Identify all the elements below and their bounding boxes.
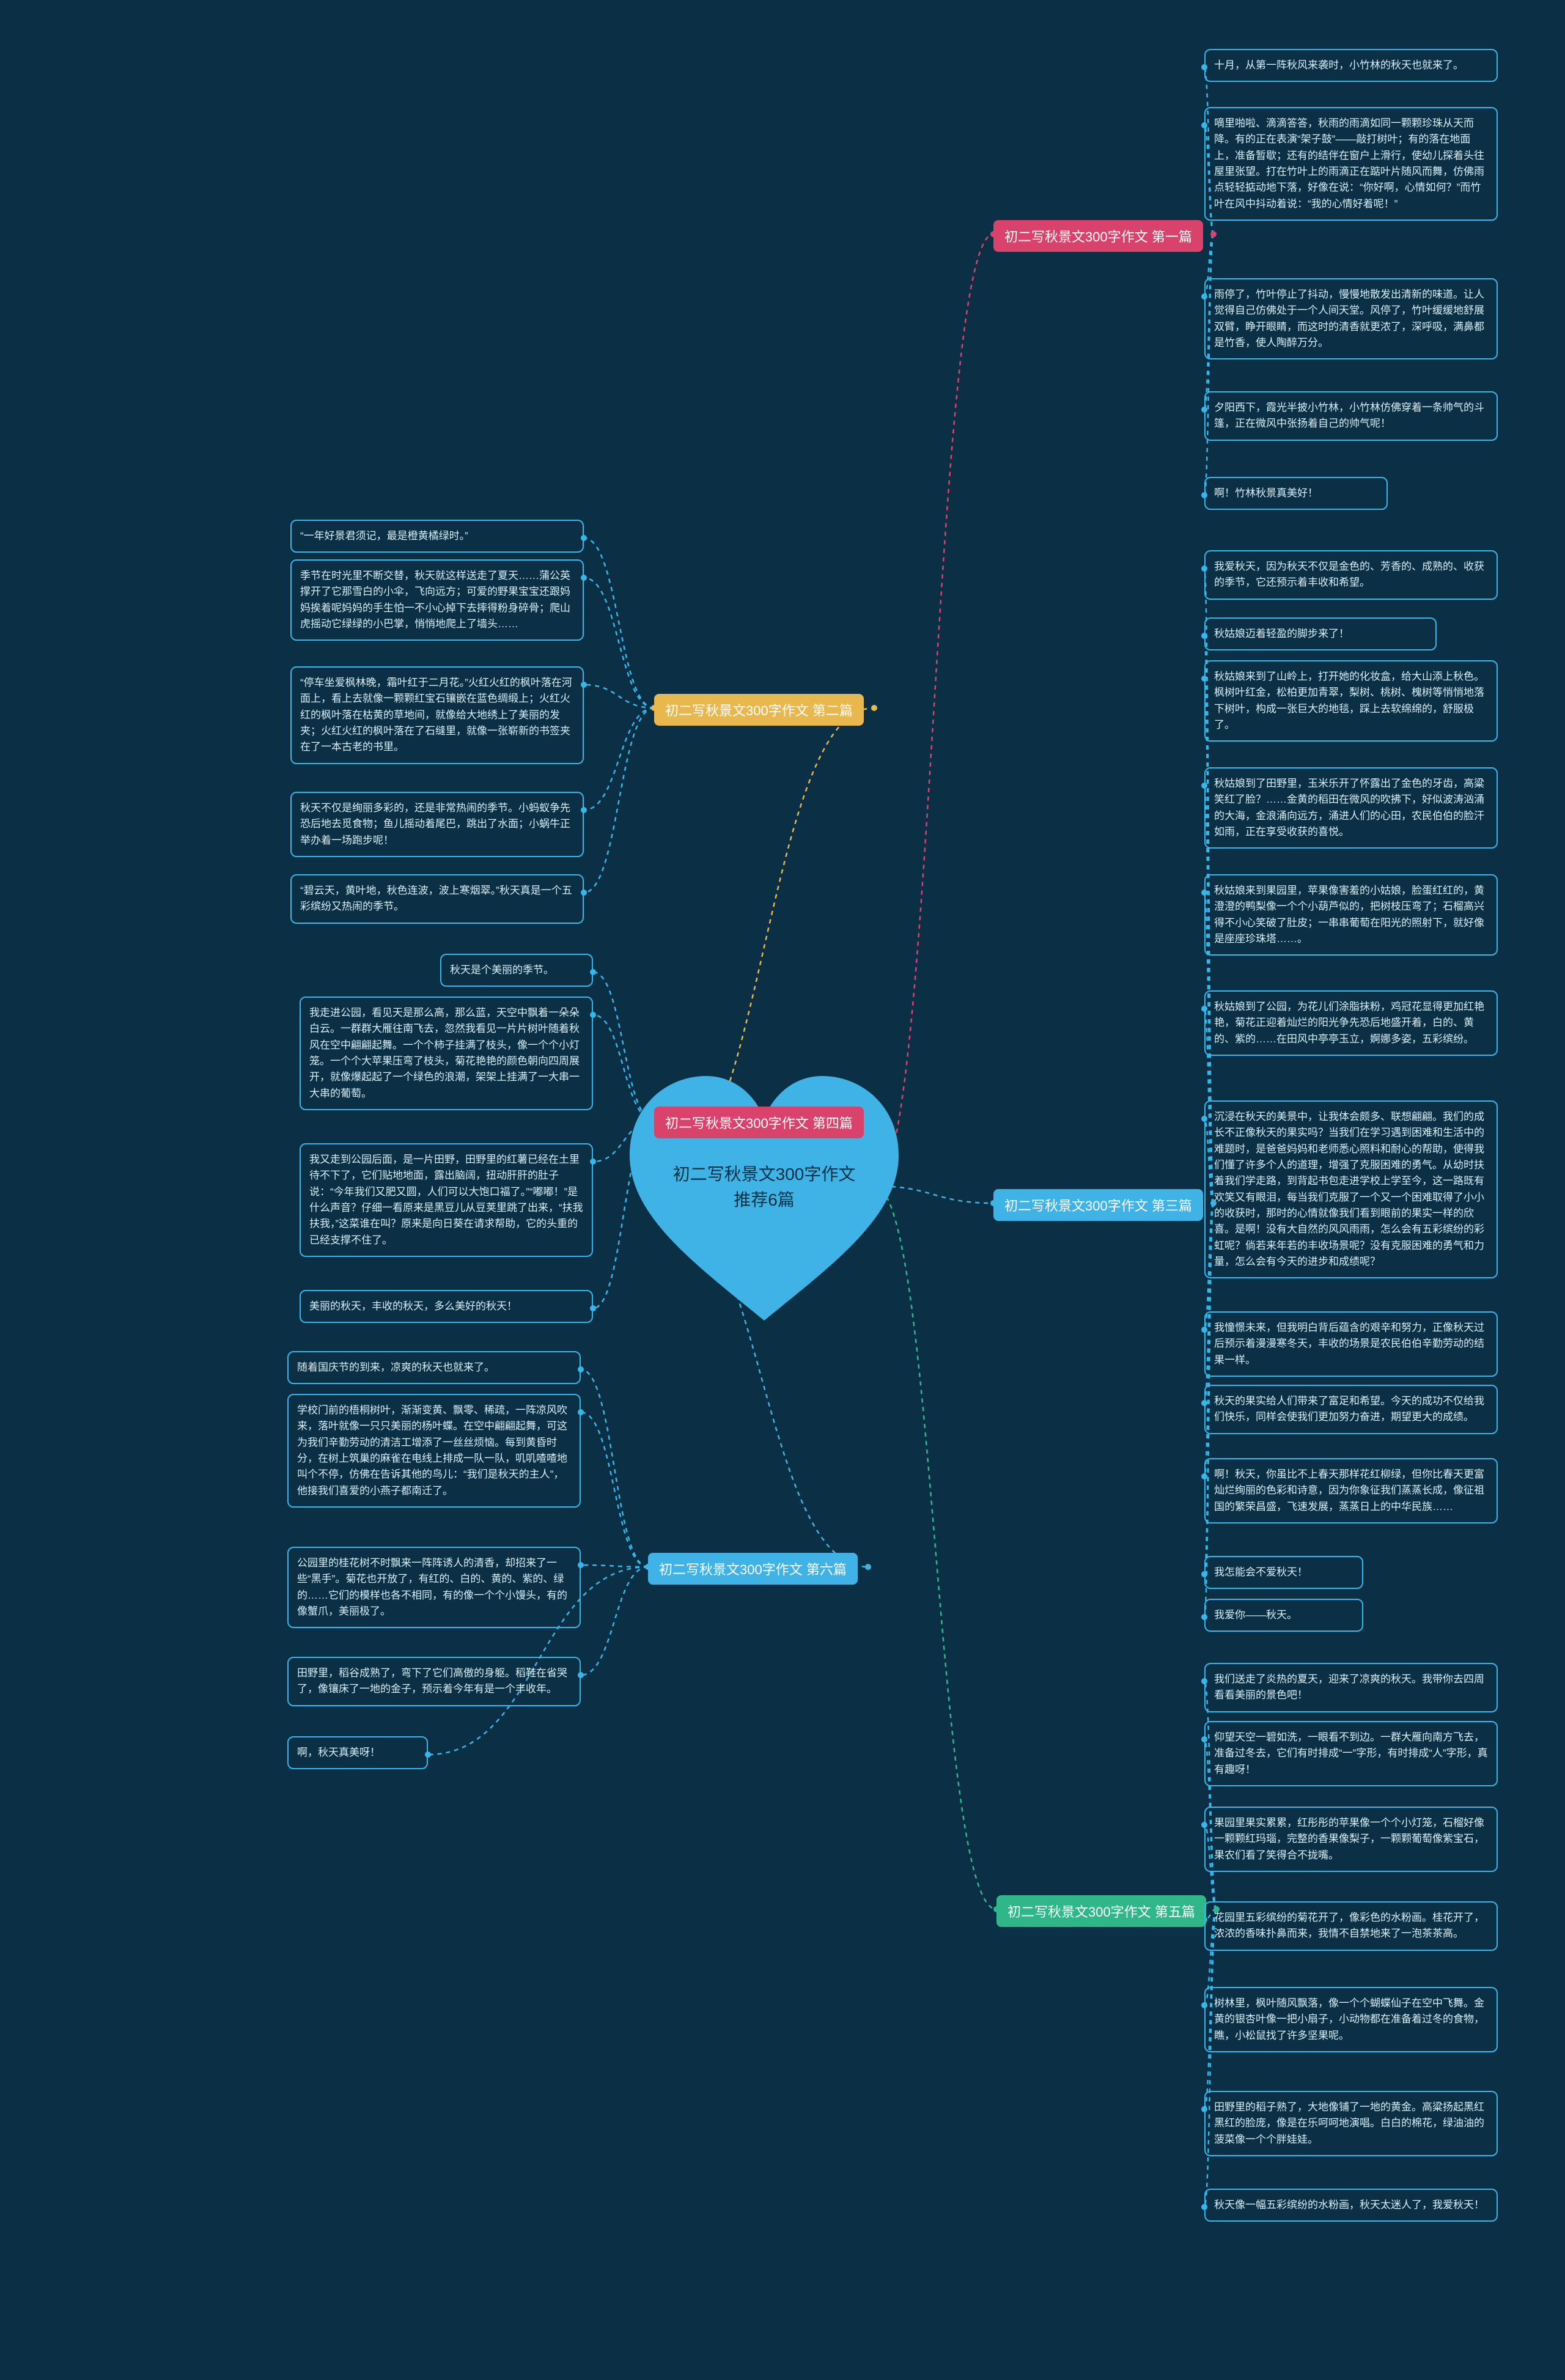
leaf-node: 我怎能会不爱秋天！ — [1204, 1556, 1363, 1589]
leaf-node: 嘀里啪啦、滴滴答答，秋雨的雨滴如同一颗颗珍珠从天而降。有的正在表演“架子鼓”——… — [1204, 107, 1498, 221]
leaf-node: 秋姑娘到了田野里，玉米乐开了怀露出了金色的牙齿，高粱笑红了脸？……金黄的稻田在微… — [1204, 767, 1498, 849]
leaf-node: 随着国庆节的到来，凉爽的秋天也就来了。 — [287, 1351, 581, 1384]
leaf-node: 我爱你——秋天。 — [1204, 1599, 1363, 1632]
leaf-node: 秋天不仅是绚丽多彩的，还是非常热闹的季节。小蚂蚁争先恐后地去觅食物；鱼儿摇动着尾… — [290, 792, 584, 857]
leaf-node: 田野里，稻谷成熟了，弯下了它们高傲的身躯。稻鞋在省哭了，像镶床了一地的金子，预示… — [287, 1657, 581, 1706]
leaf-node: 果园里果实累累，红彤彤的苹果像一个个小灯笼，石榴好像一颗颗红玛瑙，完整的香果像梨… — [1204, 1807, 1498, 1872]
leaf-node: 沉浸在秋天的美景中，让我体会颇多、联想翩翩。我们的成长不正像秋天的果实吗？当我们… — [1204, 1100, 1498, 1278]
leaf-node: 我又走到公园后面，是一片田野，田野里的红薯已经在土里待不下了，它们贴地地面，露出… — [300, 1143, 593, 1257]
chapter-node[interactable]: 初二写秋景文300字作文 第六篇 — [648, 1553, 858, 1585]
chapter-node[interactable]: 初二写秋景文300字作文 第四篇 — [654, 1107, 864, 1138]
leaf-node: “一年好景君须记，最是橙黄橘绿时。” — [290, 520, 584, 553]
leaf-node: 公园里的桂花树不时飘来一阵阵诱人的清香，却招来了一些“黑手”。菊花也开放了，有红… — [287, 1547, 581, 1628]
leaf-node: 学校门前的梧桐树叶，渐渐变黄、飘零、稀疏，一阵凉风吹来，落叶就像一只只美丽的杨叶… — [287, 1394, 581, 1508]
chapter-node[interactable]: 初二写秋景文300字作文 第五篇 — [996, 1895, 1206, 1927]
leaf-node: 美丽的秋天，丰收的秋天，多么美好的秋天！ — [300, 1290, 593, 1323]
leaf-node: 秋天是个美丽的季节。 — [440, 954, 593, 987]
leaf-node: 秋天的果实给人们带来了富足和希望。今天的成功不仅给我们快乐，同样会使我们更加努力… — [1204, 1385, 1498, 1434]
leaf-node: 十月，从第一阵秋风来袭时，小竹林的秋天也就来了。 — [1204, 49, 1498, 82]
chapter-node[interactable]: 初二写秋景文300字作文 第三篇 — [993, 1189, 1203, 1221]
chapter-node[interactable]: 初二写秋景文300字作文 第二篇 — [654, 694, 864, 726]
leaf-node: 我爱秋天，因为秋天不仅是金色的、芳香的、成熟的、收获的季节，它还预示着丰收和希望… — [1204, 550, 1498, 600]
chapter-node[interactable]: 初二写秋景文300字作文 第一篇 — [993, 220, 1203, 252]
leaf-node: 啊，秋天真美呀！ — [287, 1736, 428, 1769]
leaf-node: 我走进公园，看见天是那么高，那么蓝，天空中飘着一朵朵白云。一群群大雁往南飞去，忽… — [300, 997, 593, 1110]
leaf-node: 秋姑娘来到果园里，苹果像害羞的小姑娘，脸蛋红红的，黄澄澄的鸭梨像一个个小葫芦似的… — [1204, 874, 1498, 956]
leaf-node: 啊！秋天，你虽比不上春天那样花红柳绿，但你比春天更富灿烂绚丽的色彩和诗意，因为你… — [1204, 1458, 1498, 1523]
leaf-node: “停车坐爱枫林晚，霜叶红于二月花。”火红火红的枫叶落在河面上，看上去就像一颗颗红… — [290, 666, 584, 764]
leaf-node: 啊！竹林秋景真美好！ — [1204, 477, 1388, 510]
leaf-node: 夕阳西下，霞光半披小竹林，小竹林仿佛穿着一条帅气的斗篷，正在微风中张扬着自己的帅… — [1204, 391, 1498, 441]
leaf-node: 秋天像一幅五彩缤纷的水粉画，秋天太迷人了，我爱秋天！ — [1204, 2189, 1498, 2222]
leaf-node: 秋姑娘来到了山岭上，打开她的化妆盒，给大山添上秋色。枫树叶红金，松柏更加青翠，梨… — [1204, 660, 1498, 742]
leaf-node: 雨停了，竹叶停止了抖动，慢慢地散发出清新的味道。让人觉得自己仿佛处于一个人间天堂… — [1204, 278, 1498, 359]
leaf-node: 仰望天空一碧如洗，一眼看不到边。一群大雁向南方飞去，准备过冬去，它们有时排成“一… — [1204, 1721, 1498, 1786]
leaf-node: 花园里五彩缤纷的菊花开了，像彩色的水粉画。桂花开了，浓浓的香味扑鼻而来，我情不自… — [1204, 1901, 1498, 1951]
leaf-node: 季节在时光里不断交替，秋天就这样送走了夏天……蒲公英撑开了它那雪白的小伞，飞向远… — [290, 559, 584, 641]
leaf-node: 田野里的稻子熟了，大地像铺了一地的黄金。高粱扬起黑红黑红的脸庞，像是在乐呵呵地演… — [1204, 2091, 1498, 2156]
leaf-node: 秋姑娘到了公园，为花儿们涂脂抹粉，鸡冠花显得更加红艳艳，菊花正迎着灿烂的阳光争先… — [1204, 990, 1498, 1056]
leaf-node: 树林里，枫叶随风飘落，像一个个蝴蝶仙子在空中飞舞。金黄的银杏叶像一把小扇子，小动… — [1204, 1987, 1498, 2052]
leaf-node: 秋姑娘迈着轻盈的脚步来了！ — [1204, 617, 1437, 650]
center-title: 初二写秋景文300字作文 推荐6篇 — [624, 1162, 905, 1213]
leaf-node: 我憧憬未来，但我明白背后蕴含的艰辛和努力，正像秋天过后预示着漫漫寒冬天，丰收的场… — [1204, 1311, 1498, 1377]
leaf-node: “碧云天，黄叶地，秋色连波，波上寒烟翠。”秋天真是一个五彩缤纷又热闹的季节。 — [290, 874, 584, 924]
leaf-node: 我们送走了炎热的夏天，迎来了凉爽的秋天。我带你去四周看看美丽的景色吧！ — [1204, 1663, 1498, 1712]
